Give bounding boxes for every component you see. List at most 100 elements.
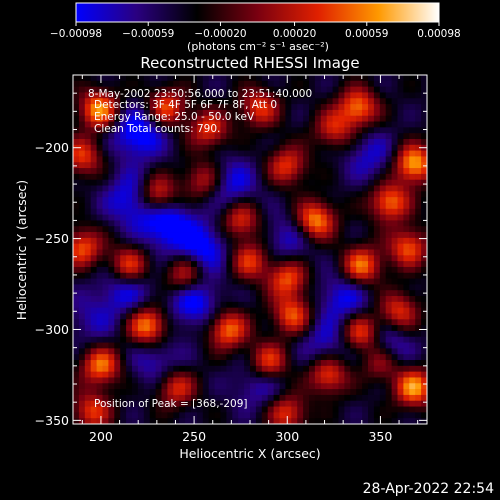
heatmap-cell	[421, 418, 427, 424]
heatmap-cell	[126, 255, 133, 262]
heatmap-cell	[96, 144, 103, 152]
heatmap-cell	[90, 80, 97, 88]
heatmap-cell	[350, 272, 357, 279]
heatmap-cell	[332, 121, 339, 128]
heatmap-cell	[132, 156, 139, 163]
heatmap-cell	[214, 185, 221, 192]
heatmap-cell	[226, 191, 233, 198]
heatmap-cell	[114, 191, 121, 198]
heatmap-cell	[356, 220, 363, 227]
heatmap-cell	[385, 365, 392, 373]
heatmap-cell	[350, 226, 357, 233]
heatmap-cell	[232, 412, 239, 419]
heatmap-cell	[185, 284, 192, 291]
heatmap-cell	[291, 325, 298, 332]
heatmap-cell	[143, 360, 151, 367]
heatmap-cell	[155, 220, 162, 227]
heatmap-cell	[202, 86, 210, 93]
heatmap-cell	[185, 371, 192, 378]
heatmap-cell	[196, 377, 204, 384]
heatmap-cell	[297, 406, 304, 413]
heatmap-cell	[285, 278, 292, 285]
heatmap-cell	[250, 237, 257, 245]
heatmap-cell	[373, 371, 381, 378]
heatmap-cell	[114, 138, 121, 146]
heatmap-cell	[126, 144, 133, 152]
heatmap-cell	[137, 342, 145, 349]
heatmap-cell	[368, 150, 375, 157]
heatmap-cell	[149, 109, 156, 117]
heatmap-cell	[108, 168, 115, 175]
heatmap-cell	[285, 406, 292, 413]
heatmap-cell	[84, 109, 92, 117]
heatmap-cell	[78, 325, 86, 332]
heatmap-cell	[379, 197, 387, 204]
heatmap-cell	[385, 150, 392, 157]
heatmap-cell	[202, 272, 210, 279]
heatmap-cell	[226, 290, 233, 297]
heatmap-cell	[391, 377, 398, 384]
heatmap-cell	[161, 307, 168, 314]
heatmap-cell	[78, 313, 86, 320]
heatmap-cell	[137, 220, 145, 227]
heatmap-cell	[350, 80, 357, 88]
heatmap-cell	[208, 325, 215, 332]
heatmap-cell	[196, 418, 204, 424]
heatmap-cell	[185, 243, 192, 250]
heatmap-cell	[379, 249, 387, 256]
heatmap-cell	[196, 394, 204, 402]
heatmap-cell	[344, 325, 351, 332]
heatmap-cell	[326, 150, 333, 157]
heatmap-cell	[232, 383, 239, 390]
heatmap-cell	[250, 202, 257, 210]
heatmap-cell	[344, 418, 351, 424]
heatmap-cell	[362, 296, 369, 303]
heatmap-cell	[120, 400, 127, 407]
heatmap-cell	[373, 173, 381, 181]
heatmap-cell	[356, 266, 363, 274]
heatmap-cell	[356, 214, 363, 221]
heatmap-cell	[238, 179, 245, 186]
heatmap-cell	[255, 400, 263, 407]
heatmap-cell	[326, 330, 333, 338]
heatmap-cell	[208, 336, 215, 343]
heatmap-cell	[173, 173, 180, 181]
heatmap-cell	[403, 389, 410, 396]
heatmap-cell	[108, 98, 115, 105]
heatmap-cell	[208, 98, 215, 105]
heatmap-cell	[196, 371, 204, 378]
heatmap-cell	[356, 237, 363, 245]
heatmap-cell	[303, 394, 310, 402]
heatmap-cell	[368, 377, 375, 384]
heatmap-cell	[220, 185, 227, 192]
heatmap-cell	[314, 365, 322, 373]
heatmap-cell	[397, 144, 404, 152]
heatmap-cell	[356, 325, 363, 332]
heatmap-cell	[167, 138, 174, 146]
heatmap-cell	[185, 197, 192, 204]
heatmap-cell	[403, 319, 410, 326]
heatmap-cell	[137, 394, 145, 402]
heatmap-cell	[285, 121, 292, 128]
heatmap-cell	[143, 197, 151, 204]
heatmap-cell	[261, 348, 269, 355]
heatmap-cell	[250, 313, 257, 320]
heatmap-cell	[155, 197, 162, 204]
heatmap-cell	[397, 138, 404, 146]
heatmap-cells	[73, 75, 427, 424]
heatmap-cell	[421, 307, 427, 314]
heatmap-cell	[232, 301, 239, 309]
heatmap-cell	[202, 220, 210, 227]
heatmap-cell	[84, 98, 92, 105]
heatmap-cell	[167, 412, 174, 419]
heatmap-cell	[208, 290, 215, 297]
heatmap-cell	[332, 412, 339, 419]
heatmap-cell	[220, 394, 227, 402]
heatmap-cell	[208, 220, 215, 227]
heatmap-cell	[320, 121, 328, 128]
heatmap-cell	[332, 394, 339, 402]
heatmap-cell	[108, 406, 115, 413]
heatmap-cell	[314, 249, 322, 256]
heatmap-cell	[291, 296, 298, 303]
heatmap-cell	[285, 197, 292, 204]
